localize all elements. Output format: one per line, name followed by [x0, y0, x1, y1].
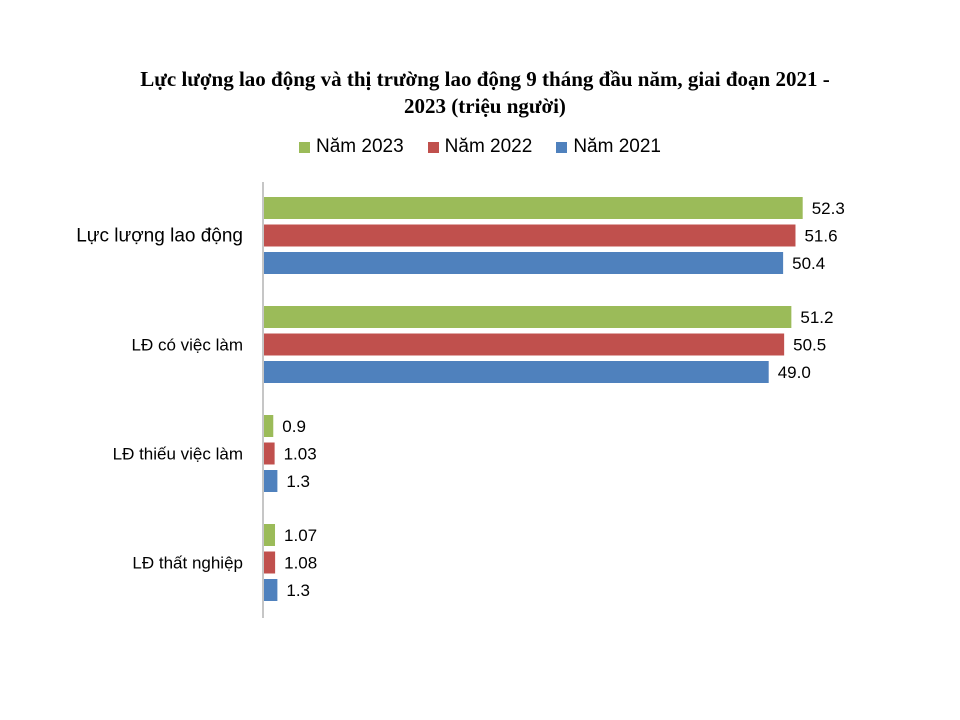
data-label: 0.9 [282, 417, 306, 436]
legend-label-2023: Năm 2023 [315, 136, 404, 157]
bar [264, 197, 803, 219]
bar [264, 224, 796, 247]
bar [264, 579, 278, 601]
category-label: LĐ thất nghiệp [132, 554, 243, 573]
data-label: 50.5 [793, 336, 826, 355]
legend-label-2021: Năm 2021 [573, 136, 661, 157]
data-label: 1.08 [284, 554, 317, 573]
bar [264, 415, 274, 437]
data-label: 52.3 [812, 199, 845, 218]
category-label: LĐ thiếu việc làm [113, 445, 243, 464]
bar [264, 524, 276, 546]
legend-label-2022: Năm 2022 [444, 136, 533, 157]
data-label: 1.3 [286, 581, 310, 600]
legend-swatch-2023 [298, 141, 310, 153]
chart-title: Lực lượng lao động và thị trường lao độn… [140, 67, 830, 118]
bar [264, 551, 276, 574]
bar [264, 252, 784, 274]
legend-swatch-2021 [556, 141, 568, 153]
legend-item-2023: Năm 2023 [298, 136, 404, 158]
data-label: 50.4 [792, 254, 825, 273]
legend-item-2021: Năm 2021 [556, 136, 661, 158]
data-label: 1.3 [286, 472, 310, 491]
category-label: Lực lượng lao động [76, 226, 243, 247]
data-label: 51.6 [804, 227, 837, 246]
data-label: 1.03 [284, 445, 317, 464]
category-label: LĐ có việc làm [132, 336, 243, 355]
legend-swatch-2022 [427, 141, 439, 153]
legend: Năm 2023 Năm 2022 Năm 2021 [0, 136, 960, 158]
legend-item-2022: Năm 2022 [427, 136, 533, 158]
data-label: 49.0 [778, 363, 811, 382]
data-label: 1.07 [284, 526, 317, 545]
bar [264, 470, 278, 492]
bar [264, 442, 275, 465]
bar [264, 306, 792, 328]
bar [264, 333, 785, 356]
data-label: 51.2 [800, 308, 833, 327]
bar [264, 361, 769, 383]
